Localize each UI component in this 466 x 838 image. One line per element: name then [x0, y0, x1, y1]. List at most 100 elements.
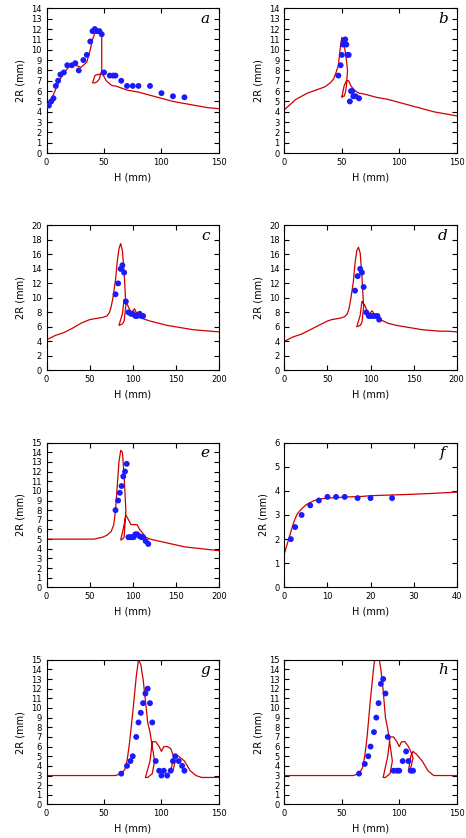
Point [123, 458, 130, 471]
Point [48, 95, 55, 108]
Point [68, 59, 75, 72]
X-axis label: H (mm): H (mm) [352, 607, 389, 617]
Text: b: b [438, 12, 448, 25]
Y-axis label: 2R (mm): 2R (mm) [15, 59, 26, 102]
Point [137, 706, 144, 720]
Point [117, 262, 124, 276]
Point [355, 767, 363, 780]
Point [375, 696, 382, 710]
Point [171, 749, 179, 763]
Point [75, 64, 82, 77]
Point [116, 486, 123, 499]
Point [347, 85, 355, 98]
Point [118, 479, 125, 493]
Point [390, 764, 397, 778]
Point [307, 499, 314, 512]
Y-axis label: 2R (mm): 2R (mm) [254, 277, 263, 319]
X-axis label: H (mm): H (mm) [114, 390, 151, 400]
Point [129, 307, 137, 320]
Point [89, 24, 96, 38]
Point [114, 494, 122, 507]
Point [169, 90, 177, 103]
Point [126, 530, 134, 544]
Point [355, 91, 363, 105]
Point [370, 309, 377, 323]
Point [396, 764, 403, 778]
Point [354, 491, 361, 504]
Point [120, 266, 128, 279]
Point [371, 309, 378, 323]
Point [149, 716, 156, 729]
Point [144, 682, 151, 696]
Point [178, 759, 186, 773]
Point [349, 85, 356, 98]
Point [139, 696, 147, 710]
Point [332, 490, 340, 504]
Point [120, 469, 127, 483]
Point [350, 90, 357, 103]
Point [158, 86, 165, 100]
Point [55, 74, 62, 87]
Point [367, 491, 374, 504]
Point [146, 696, 154, 710]
Point [338, 49, 346, 62]
Point [358, 266, 366, 279]
Point [298, 509, 305, 522]
Point [57, 68, 64, 81]
Point [137, 530, 145, 544]
Point [98, 28, 105, 41]
Point [121, 465, 129, 478]
Point [382, 687, 389, 701]
Point [175, 754, 182, 768]
Point [351, 284, 359, 297]
Point [83, 49, 90, 62]
Point [376, 313, 383, 326]
Point [287, 532, 295, 546]
Point [340, 34, 348, 48]
Point [343, 38, 350, 51]
Text: h: h [438, 663, 448, 677]
Point [346, 95, 354, 108]
Text: g: g [200, 663, 210, 677]
Point [361, 758, 369, 771]
Point [404, 754, 412, 768]
Point [152, 754, 159, 768]
Y-axis label: 2R (mm): 2R (mm) [254, 711, 263, 753]
Y-axis label: 2R (mm): 2R (mm) [15, 277, 26, 319]
Point [130, 530, 137, 544]
Text: e: e [201, 446, 210, 460]
X-axis label: H (mm): H (mm) [114, 824, 151, 834]
Y-axis label: 2R (mm): 2R (mm) [15, 711, 26, 753]
Point [112, 504, 119, 517]
Point [181, 91, 188, 104]
Point [52, 80, 60, 93]
Point [128, 530, 136, 544]
Point [142, 687, 149, 701]
Point [91, 23, 99, 36]
Point [45, 99, 53, 112]
Point [370, 726, 378, 739]
Point [135, 716, 142, 729]
Point [96, 24, 103, 38]
Point [63, 59, 71, 72]
Point [363, 306, 370, 319]
Point [100, 65, 108, 79]
Y-axis label: 2R (mm): 2R (mm) [259, 494, 268, 536]
Point [291, 520, 299, 534]
Point [345, 49, 352, 62]
Point [133, 528, 141, 541]
Point [72, 56, 79, 70]
Point [114, 277, 122, 290]
Point [139, 309, 147, 323]
X-axis label: H (mm): H (mm) [352, 390, 389, 400]
Y-axis label: 2R (mm): 2R (mm) [254, 59, 263, 102]
Point [80, 54, 87, 67]
Point [117, 767, 125, 780]
Text: d: d [438, 229, 448, 243]
Point [136, 530, 144, 543]
Text: f: f [440, 446, 445, 460]
Point [342, 33, 349, 46]
Point [388, 491, 396, 504]
Point [315, 494, 322, 507]
Point [337, 59, 344, 72]
